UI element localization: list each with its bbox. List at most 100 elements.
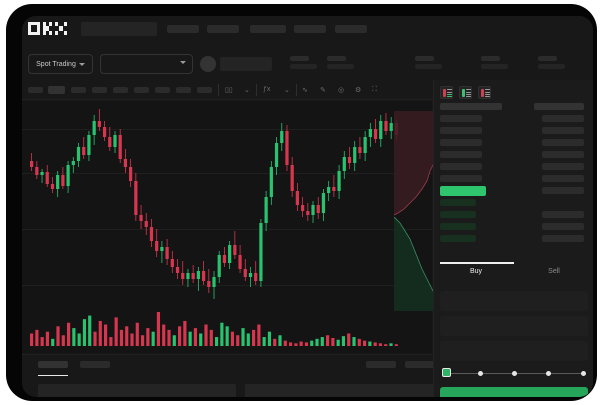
orderbook-bids-icon[interactable]	[459, 86, 472, 99]
ticker-stat-value	[327, 64, 354, 69]
slider-handle[interactable]	[442, 368, 451, 377]
pencil-icon[interactable]: ✎	[320, 87, 326, 94]
order-price-field[interactable]	[440, 291, 588, 311]
ticker-stat-value	[481, 64, 508, 69]
orderbook-row-price[interactable]	[440, 223, 476, 230]
order-amount-slider[interactable]	[442, 368, 587, 378]
interval-button-active[interactable]	[48, 86, 65, 94]
orders-tab-1[interactable]	[38, 361, 68, 368]
chart-gridline	[22, 129, 432, 130]
chevron-down-icon[interactable]: ⌄	[244, 87, 250, 94]
orderbook-row-size[interactable]	[542, 223, 584, 230]
interval-button[interactable]	[92, 87, 107, 93]
orderbook-row-size[interactable]	[542, 175, 584, 182]
slider-stop-25[interactable]	[478, 370, 483, 376]
ticker-stat-label	[415, 56, 434, 61]
orderbook-row-price[interactable]	[440, 199, 476, 206]
pair-select[interactable]	[100, 54, 193, 74]
header-search-input[interactable]	[81, 22, 157, 36]
price-chart[interactable]	[22, 101, 432, 353]
ticker-stat-value	[290, 64, 317, 69]
order-amount-field[interactable]	[440, 316, 588, 336]
ticker-stat-label	[481, 56, 500, 61]
nav-item-2[interactable]	[207, 25, 239, 33]
chevron-down-icon[interactable]: ⌄	[284, 87, 290, 94]
orderbook-row-price[interactable]	[440, 235, 476, 242]
trade-side-tabs: Buy Sell	[438, 260, 590, 286]
chevron-down-icon	[78, 62, 85, 66]
orders-action-1[interactable]	[366, 361, 396, 368]
chevron-down-icon	[180, 61, 186, 64]
slider-stop-100[interactable]	[581, 370, 586, 376]
line-tool-icon[interactable]: ∿	[302, 87, 308, 94]
toolbar-divider	[296, 84, 297, 96]
orderbook-row-price[interactable]	[440, 127, 482, 134]
tab-buy[interactable]: Buy	[469, 268, 483, 275]
orderbook-row-size[interactable]	[534, 103, 584, 110]
orderbook-row-price[interactable]	[440, 211, 476, 218]
orderbook-layout-icons	[440, 86, 491, 99]
indicator-icon[interactable]: ƒx	[263, 86, 271, 93]
orderbook-row-price[interactable]	[440, 103, 502, 110]
slider-stop-75[interactable]	[546, 370, 551, 376]
app-header	[22, 16, 593, 48]
orderbook-trade-panel: Buy Sell	[433, 80, 593, 397]
orders-action-2[interactable]	[405, 361, 435, 368]
ticker-stat-value	[538, 64, 565, 69]
device-screen: Spot Trading	[22, 16, 593, 397]
orders-section	[22, 354, 435, 397]
interval-button[interactable]	[113, 87, 128, 93]
nav-item-3[interactable]	[250, 25, 286, 33]
interval-button[interactable]	[176, 87, 191, 93]
orderbook-row-price[interactable]	[440, 163, 482, 170]
interval-button[interactable]	[155, 87, 170, 93]
orders-panel-right[interactable]	[245, 384, 435, 397]
place-buy-order-button[interactable]	[440, 387, 588, 397]
nav-item-5[interactable]	[335, 25, 367, 33]
orderbook-asks-icon[interactable]	[478, 86, 491, 99]
orderbook-row-size[interactable]	[542, 115, 584, 122]
ticker-stat-label	[327, 56, 346, 61]
orderbook-split-icon[interactable]	[440, 86, 453, 99]
interval-button[interactable]	[197, 87, 212, 93]
orderbook-row-size[interactable]	[542, 187, 584, 194]
orders-panel-left[interactable]	[38, 384, 236, 397]
orderbook-row-size[interactable]	[542, 163, 584, 170]
candlestick-series	[30, 109, 399, 299]
ticker-stat-label	[290, 56, 309, 61]
orderbook-row-price[interactable]	[440, 151, 482, 158]
orderbook-row-price[interactable]	[440, 186, 486, 196]
tab-sell[interactable]: Sell	[548, 268, 560, 275]
orderbook-row-price[interactable]	[440, 175, 482, 182]
nav-item-4[interactable]	[294, 25, 326, 33]
slider-stop-50[interactable]	[512, 370, 517, 376]
orderbook-row-size[interactable]	[542, 151, 584, 158]
fullscreen-icon[interactable]: ⛶	[372, 86, 377, 93]
orderbook-row-size[interactable]	[542, 235, 584, 242]
ticker-stat-label	[538, 56, 557, 61]
orders-tab-active-underline	[38, 375, 68, 376]
orderbook-row-price[interactable]	[440, 139, 482, 146]
okx-logo-icon[interactable]	[28, 22, 68, 35]
interval-button[interactable]	[71, 87, 86, 93]
buy-tab-underline	[440, 262, 514, 264]
magnet-icon[interactable]: ◎	[338, 87, 345, 94]
ticker-stat-value	[415, 64, 442, 69]
orderbook-row-price[interactable]	[440, 115, 482, 122]
orderbook-row-size[interactable]	[542, 211, 584, 218]
settings-icon[interactable]: ⚙	[355, 87, 362, 94]
orders-tab-2[interactable]	[80, 361, 110, 368]
candlestick-icon[interactable]: ▯▯	[225, 87, 233, 94]
orderbook-row-size[interactable]	[542, 127, 584, 134]
interval-button[interactable]	[134, 87, 149, 93]
orderbook-row-size[interactable]	[542, 139, 584, 146]
market-subheader: Spot Trading	[22, 48, 593, 80]
nav-item-1[interactable]	[167, 25, 199, 33]
market-mode-button[interactable]: Spot Trading	[28, 54, 93, 74]
device-bezel: Spot Trading	[6, 4, 597, 401]
chart-gridline	[22, 173, 432, 174]
volume-chart	[22, 308, 432, 353]
order-total-field[interactable]	[440, 341, 588, 361]
interval-button[interactable]	[28, 87, 43, 93]
